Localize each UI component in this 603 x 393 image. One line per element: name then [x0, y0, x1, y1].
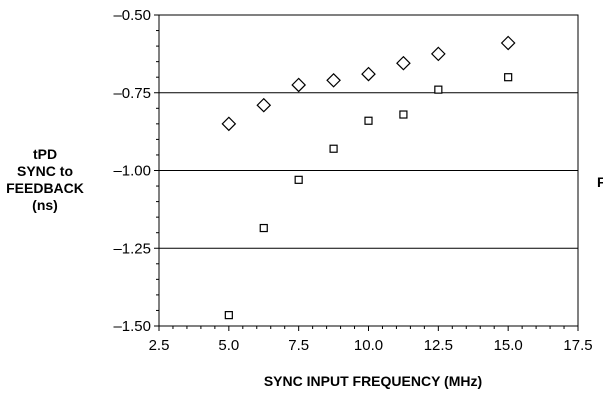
y-tick-label-2: –1.00: [113, 163, 151, 180]
diamond-point-6: [430, 46, 446, 62]
square-point-4: [364, 116, 373, 125]
gridlines: [159, 92, 578, 249]
square-point-0: [224, 311, 233, 320]
x-tick-label-0: 2.5: [149, 337, 170, 354]
y-axis-label-line-4: (ns): [32, 197, 58, 213]
square-point-5: [399, 110, 408, 119]
x-tick-label-2: 7.5: [288, 337, 309, 354]
x-tick-label-4: 12.5: [424, 337, 453, 354]
square-point-7: [504, 73, 513, 82]
x-tick-label-3: 10.0: [354, 337, 383, 354]
y-axis-label-line-3: FEEDBACK: [6, 180, 84, 196]
right-edge-label: F: [597, 174, 603, 190]
data-markers: [221, 35, 516, 320]
square-point-1: [259, 223, 268, 233]
diamond-point-3: [326, 72, 341, 88]
diamond-point-0: [221, 116, 237, 132]
y-tick-label-3: –1.25: [113, 240, 151, 257]
diamond-point-5: [396, 55, 411, 71]
y-axis-label-line-1: tPD: [33, 146, 57, 162]
y-axis-label-line-2: SYNC to: [17, 163, 73, 179]
x-axis-label: SYNC INPUT FREQUENCY (MHz): [264, 373, 482, 389]
diamond-point-7: [500, 35, 516, 51]
square-point-3: [329, 144, 338, 153]
diamond-point-4: [361, 66, 376, 82]
y-tick-label-0: –0.50: [113, 7, 151, 24]
x-tick-label-6: 17.5: [563, 337, 592, 354]
y-tick-label-4: –1.50: [113, 318, 151, 335]
x-tick-label-1: 5.0: [218, 337, 239, 354]
y-tick-label-1: –0.75: [113, 85, 151, 102]
x-tick-label-5: 15.0: [494, 337, 523, 354]
y-axis: –0.50 –0.75 –1.00 –1.25 –1.50: [113, 7, 159, 335]
diamond-point-2: [291, 77, 307, 93]
square-point-6: [434, 85, 443, 94]
square-point-2: [294, 175, 303, 184]
diamond-point-1: [256, 97, 272, 113]
x-axis: 2.5 5.0 7.5 10.0 12.5 15.0 17.5: [149, 326, 593, 354]
